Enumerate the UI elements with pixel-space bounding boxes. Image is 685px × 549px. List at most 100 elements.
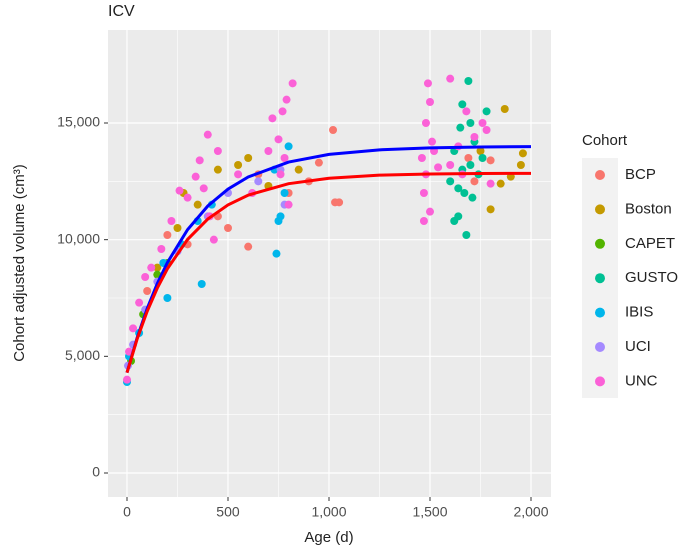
legend-label: Boston	[625, 200, 672, 217]
point	[466, 161, 475, 170]
point	[213, 165, 222, 174]
point	[147, 263, 156, 272]
point	[434, 163, 443, 172]
point	[486, 205, 495, 214]
chart-title: ICV	[108, 3, 135, 20]
point	[167, 216, 176, 225]
point	[173, 223, 182, 232]
point	[470, 177, 479, 186]
grid	[108, 30, 551, 497]
point	[462, 230, 471, 239]
point	[470, 133, 479, 142]
point	[157, 244, 166, 253]
point	[272, 249, 281, 258]
legend-key	[595, 273, 605, 284]
point	[421, 119, 430, 128]
y-tick-label: 0	[92, 464, 100, 480]
legend-label: BCP	[625, 166, 656, 183]
point	[419, 189, 428, 198]
point	[462, 107, 471, 116]
point	[454, 184, 463, 193]
point	[143, 286, 152, 295]
marks	[122, 74, 532, 386]
point	[500, 105, 509, 114]
point	[464, 77, 473, 86]
point	[482, 107, 491, 116]
point	[482, 126, 491, 135]
point	[254, 177, 263, 186]
point	[456, 123, 465, 132]
point	[193, 200, 202, 209]
point	[464, 154, 473, 163]
point	[268, 114, 277, 123]
legend: BCP Boston CAPET GUSTO IBIS UCI UNC	[595, 166, 678, 389]
x-tick-label: 0	[123, 504, 131, 520]
point	[153, 263, 162, 272]
point	[419, 216, 428, 225]
point	[496, 179, 505, 188]
point	[478, 119, 487, 128]
point	[486, 179, 495, 188]
axes: 0 5,000 10,000 15,000 0 500 1,000 1,500 2,000	[57, 114, 549, 520]
x-tick-label: 1,000	[311, 504, 346, 520]
point	[331, 198, 340, 207]
point	[284, 200, 293, 209]
point	[135, 298, 144, 307]
point	[195, 156, 204, 165]
point	[122, 375, 131, 384]
legend-key	[595, 342, 605, 352]
legend-title: Cohort	[582, 132, 628, 149]
point	[234, 161, 243, 170]
x-tick-label: 2,000	[513, 504, 548, 520]
point	[274, 216, 283, 225]
point	[314, 158, 323, 167]
point	[423, 79, 432, 88]
point	[264, 147, 273, 156]
legend-key	[595, 376, 605, 387]
legend-label: UNC	[625, 372, 658, 389]
fit-line	[125, 171, 532, 374]
point	[282, 95, 291, 104]
point	[288, 79, 297, 88]
point	[183, 193, 192, 202]
point	[199, 184, 208, 193]
point	[417, 154, 426, 163]
point	[203, 130, 212, 139]
legend-key	[595, 238, 605, 249]
legend-key	[595, 170, 605, 180]
y-tick-label: 15,000	[57, 114, 100, 130]
point	[284, 142, 293, 151]
point	[244, 242, 253, 251]
point	[278, 107, 287, 116]
point	[294, 165, 303, 174]
y-axis-title: Cohort adjusted volume (cm³)	[11, 164, 28, 362]
point	[163, 230, 172, 239]
legend-label: GUSTO	[625, 269, 678, 286]
point	[223, 223, 232, 232]
point	[478, 154, 487, 163]
point	[175, 186, 184, 195]
point	[446, 161, 455, 170]
point	[280, 154, 289, 163]
point	[163, 293, 172, 302]
legend-label: CAPET	[625, 235, 675, 252]
point	[458, 100, 467, 109]
legend-key	[595, 204, 605, 215]
point	[209, 235, 218, 244]
point	[486, 156, 495, 165]
point	[450, 216, 459, 225]
point	[197, 279, 206, 288]
point	[466, 119, 475, 128]
point	[425, 98, 434, 107]
y-tick-label: 10,000	[57, 230, 100, 246]
legend-label: UCI	[625, 338, 651, 355]
point	[446, 74, 455, 83]
point	[280, 189, 289, 198]
point	[446, 177, 455, 186]
y-tick-label: 5,000	[65, 347, 100, 363]
point	[129, 324, 138, 333]
point	[516, 161, 525, 170]
x-axis-title: Age (d)	[304, 529, 353, 546]
point	[276, 170, 285, 179]
